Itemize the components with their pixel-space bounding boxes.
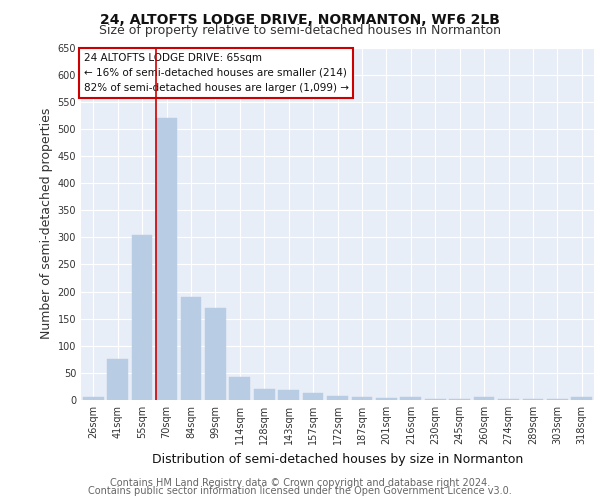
Bar [254,389,275,400]
Bar [229,377,250,400]
Text: Size of property relative to semi-detached houses in Normanton: Size of property relative to semi-detach… [99,24,501,37]
Bar [205,308,226,400]
Bar [181,297,202,400]
Bar [327,396,348,400]
Bar [376,398,397,400]
Text: 24, ALTOFTS LODGE DRIVE, NORMANTON, WF6 2LB: 24, ALTOFTS LODGE DRIVE, NORMANTON, WF6 … [100,13,500,27]
Text: Contains public sector information licensed under the Open Government Licence v3: Contains public sector information licen… [88,486,512,496]
Bar [83,398,104,400]
Bar [278,390,299,400]
Bar [400,398,421,400]
Bar [302,394,323,400]
Bar [473,398,494,400]
Bar [107,360,128,400]
Text: Contains HM Land Registry data © Crown copyright and database right 2024.: Contains HM Land Registry data © Crown c… [110,478,490,488]
Bar [156,118,177,400]
Bar [571,398,592,400]
Text: 24 ALTOFTS LODGE DRIVE: 65sqm
← 16% of semi-detached houses are smaller (214)
82: 24 ALTOFTS LODGE DRIVE: 65sqm ← 16% of s… [83,53,349,93]
X-axis label: Distribution of semi-detached houses by size in Normanton: Distribution of semi-detached houses by … [152,452,523,466]
Bar [131,234,152,400]
Y-axis label: Number of semi-detached properties: Number of semi-detached properties [40,108,53,340]
Bar [352,398,373,400]
